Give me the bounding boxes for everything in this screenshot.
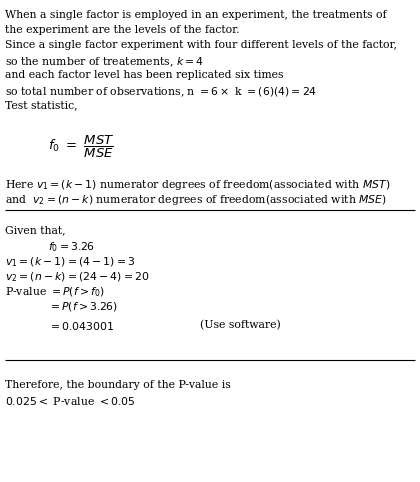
Text: (Use software): (Use software)	[200, 320, 281, 330]
Text: and each factor level has been replicated six times: and each factor level has been replicate…	[5, 70, 284, 80]
Text: $f_0 = 3.26$: $f_0 = 3.26$	[48, 240, 95, 254]
Text: so the number of treatements, $k = 4$: so the number of treatements, $k = 4$	[5, 55, 204, 68]
Text: P-value $= P(f>f_0)$: P-value $= P(f>f_0)$	[5, 285, 105, 299]
Text: $v_2 = (n-k) = (24-4) = 20$: $v_2 = (n-k) = (24-4) = 20$	[5, 270, 150, 283]
Text: Since a single factor experiment with four different levels of the factor,: Since a single factor experiment with fo…	[5, 40, 397, 50]
Text: Test statistic,: Test statistic,	[5, 100, 78, 110]
Text: Therefore, the boundary of the P-value is: Therefore, the boundary of the P-value i…	[5, 380, 231, 390]
Text: $0.025 <$ P-value $< 0.05$: $0.025 <$ P-value $< 0.05$	[5, 395, 136, 407]
Text: When a single factor is employed in an experiment, the treatments of: When a single factor is employed in an e…	[5, 10, 387, 20]
Text: and  $v_2 = (n-k)$ numerator degrees of freedom$($associated with $MSE)$: and $v_2 = (n-k)$ numerator degrees of f…	[5, 193, 387, 207]
Text: Given that,: Given that,	[5, 225, 66, 235]
Text: so total number of observations, n $= 6 \times$ k $= (6)(4) = 24$: so total number of observations, n $= 6 …	[5, 85, 317, 98]
Text: $v_1 = (k-1) = (4-1) = 3$: $v_1 = (k-1) = (4-1) = 3$	[5, 255, 135, 268]
Text: $= P(f> 3.26)$: $= P(f> 3.26)$	[48, 300, 118, 313]
Text: $f_0 \ = \ \dfrac{MST}{MSE}$: $f_0 \ = \ \dfrac{MST}{MSE}$	[48, 134, 115, 160]
Text: the experiment are the levels of the factor.: the experiment are the levels of the fac…	[5, 25, 239, 35]
Text: Here $v_1 = (k-1)$ numerator degrees of freedom$($associated with $MST)$: Here $v_1 = (k-1)$ numerator degrees of …	[5, 178, 391, 192]
Text: $= 0.043001$: $= 0.043001$	[48, 320, 114, 332]
